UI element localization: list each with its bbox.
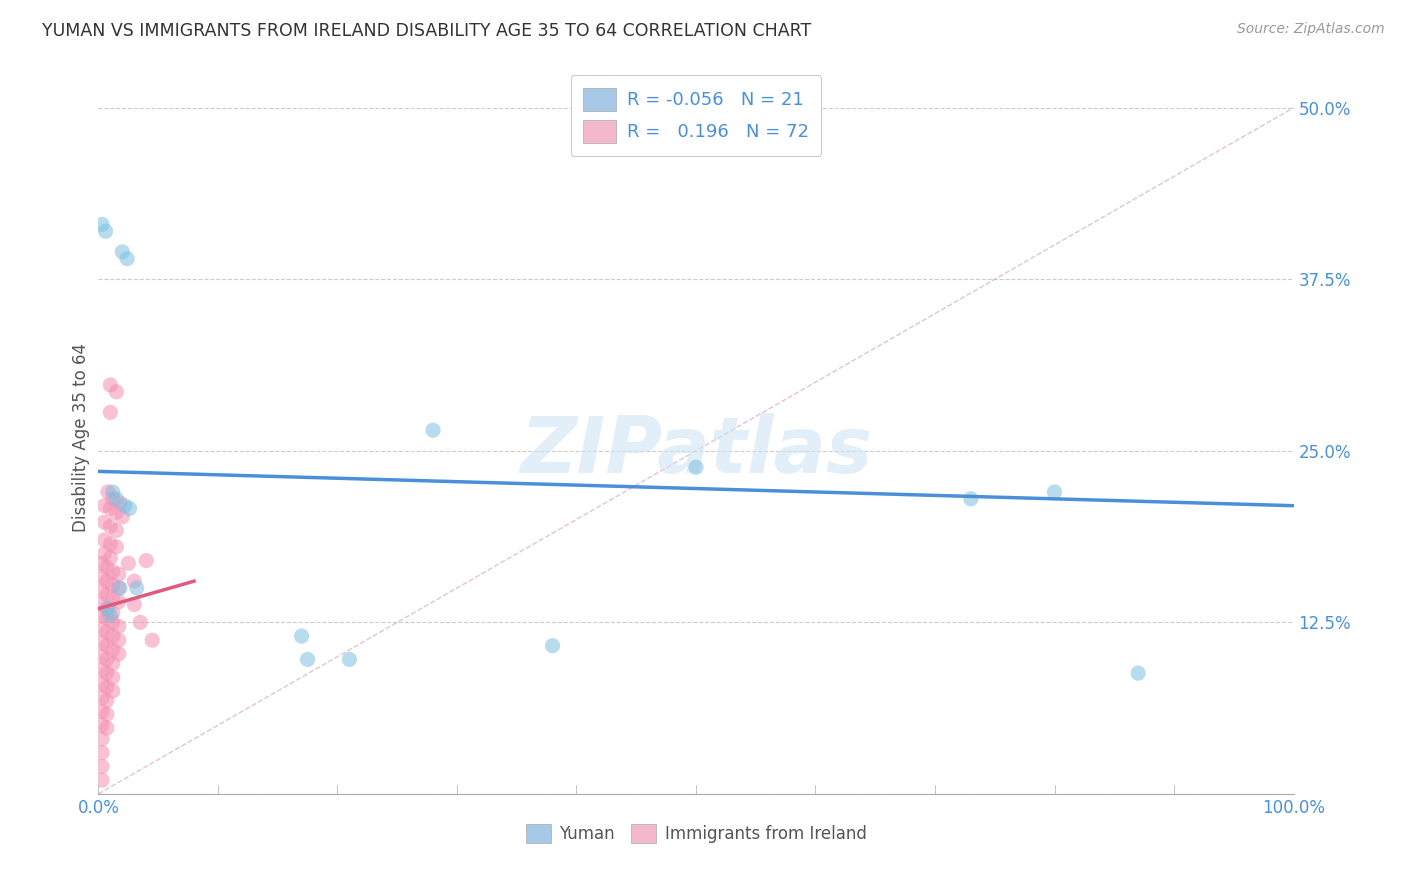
Point xyxy=(91,557,114,571)
Point xyxy=(98,378,122,392)
Point xyxy=(96,639,118,653)
Text: ZIPatlas: ZIPatlas xyxy=(520,413,872,490)
Point xyxy=(107,567,129,582)
Point xyxy=(97,601,120,615)
Point xyxy=(101,592,124,607)
Point xyxy=(105,491,128,506)
Point xyxy=(96,588,118,602)
Point xyxy=(960,491,983,506)
Point xyxy=(129,615,152,630)
Point xyxy=(91,773,114,788)
Point xyxy=(118,501,141,516)
Point xyxy=(98,537,122,551)
Point xyxy=(422,423,444,437)
Point xyxy=(107,595,129,609)
Point xyxy=(141,633,163,648)
Point xyxy=(91,746,114,760)
Text: Source: ZipAtlas.com: Source: ZipAtlas.com xyxy=(1237,22,1385,37)
Point xyxy=(111,244,134,259)
Point xyxy=(101,606,124,620)
Point xyxy=(101,578,124,592)
Point xyxy=(91,705,114,719)
Point xyxy=(96,707,118,722)
Text: YUMAN VS IMMIGRANTS FROM IRELAND DISABILITY AGE 35 TO 64 CORRELATION CHART: YUMAN VS IMMIGRANTS FROM IRELAND DISABIL… xyxy=(42,22,811,40)
Point xyxy=(105,506,128,520)
Point xyxy=(97,485,120,500)
Point xyxy=(101,642,124,657)
Point xyxy=(91,636,114,650)
Point xyxy=(291,629,314,643)
Point xyxy=(96,666,118,681)
Point xyxy=(91,731,114,746)
Point xyxy=(91,677,114,691)
Point xyxy=(117,557,139,571)
Point xyxy=(96,693,118,707)
Point xyxy=(96,721,118,735)
Point xyxy=(98,519,122,533)
Point xyxy=(93,515,115,529)
Point xyxy=(91,649,114,664)
Point xyxy=(91,664,114,678)
Point xyxy=(91,583,114,598)
Point xyxy=(98,501,122,516)
Point xyxy=(96,601,118,615)
Point xyxy=(93,533,115,547)
Point xyxy=(91,608,114,623)
Point xyxy=(96,652,118,666)
Point xyxy=(124,598,146,612)
Point xyxy=(91,718,114,732)
Point xyxy=(91,598,114,612)
Point xyxy=(105,384,128,399)
Legend: Yuman, Immigrants from Ireland: Yuman, Immigrants from Ireland xyxy=(519,817,873,850)
Point xyxy=(107,619,129,633)
Point xyxy=(98,550,122,565)
Point xyxy=(107,633,129,648)
Point xyxy=(105,540,128,554)
Point xyxy=(96,560,118,574)
Point xyxy=(107,581,129,595)
Point xyxy=(91,218,114,232)
Point xyxy=(297,652,319,666)
Point xyxy=(91,759,114,773)
Point xyxy=(96,624,118,639)
Point xyxy=(96,611,118,625)
Y-axis label: Disability Age 35 to 64: Disability Age 35 to 64 xyxy=(72,343,90,532)
Point xyxy=(96,574,118,589)
Point xyxy=(101,684,124,698)
Point xyxy=(93,547,115,561)
Point xyxy=(101,565,124,579)
Point xyxy=(101,670,124,684)
Point xyxy=(96,680,118,694)
Point xyxy=(107,647,129,661)
Point xyxy=(108,581,131,595)
Point xyxy=(685,460,707,475)
Point xyxy=(125,581,148,595)
Point xyxy=(1128,666,1150,681)
Point xyxy=(101,629,124,643)
Point xyxy=(1043,485,1066,500)
Point xyxy=(114,499,136,513)
Point xyxy=(91,622,114,636)
Point xyxy=(115,252,138,266)
Point xyxy=(108,496,131,510)
Point xyxy=(98,608,122,623)
Point xyxy=(93,499,115,513)
Point xyxy=(101,485,124,500)
Point xyxy=(101,615,124,630)
Point xyxy=(101,491,124,506)
Point xyxy=(94,224,117,238)
Point xyxy=(135,553,157,567)
Point xyxy=(91,570,114,584)
Point xyxy=(541,639,564,653)
Point xyxy=(111,509,134,524)
Point xyxy=(105,524,128,538)
Point xyxy=(91,690,114,705)
Point xyxy=(124,574,146,589)
Point xyxy=(101,657,124,671)
Point xyxy=(98,405,122,419)
Point xyxy=(339,652,361,666)
